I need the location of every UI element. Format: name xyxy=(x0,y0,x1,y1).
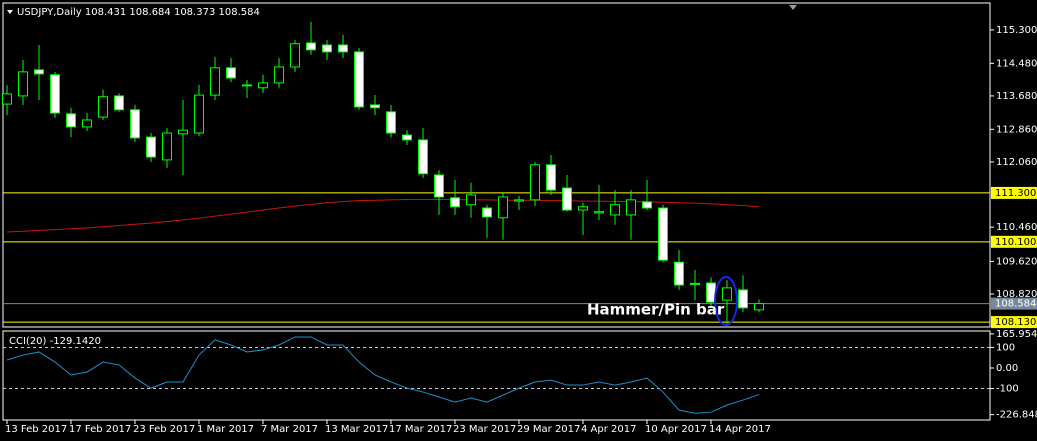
y-tick-label: 110.460 xyxy=(996,222,1037,233)
x-tick-label: 13 Mar 2017 xyxy=(325,424,388,435)
x-tick-label: 17 Mar 2017 xyxy=(389,424,452,435)
main-frame xyxy=(2,2,991,328)
candle-body xyxy=(114,95,124,111)
y-tick-label: 112.060 xyxy=(996,157,1037,168)
x-tick-label: 1 Mar 2017 xyxy=(197,424,254,435)
candle-body xyxy=(226,67,236,79)
menu-arrow xyxy=(7,10,13,14)
candle-body xyxy=(34,69,44,75)
candle-body xyxy=(338,44,348,53)
candle-body xyxy=(594,211,604,214)
candle-body xyxy=(402,134,412,141)
candle-body xyxy=(66,113,76,128)
shift-marker xyxy=(789,5,797,10)
y-tick-label: 100 xyxy=(996,342,1015,353)
candle-body xyxy=(546,164,556,191)
candle-body xyxy=(18,71,28,97)
level-label: 108.584 xyxy=(995,299,1036,310)
candle-body xyxy=(386,111,396,134)
level-box xyxy=(991,297,1037,310)
candle-body xyxy=(98,96,108,118)
highlight-ellipse xyxy=(714,276,738,326)
candle-body xyxy=(482,207,492,218)
y-tick-label: 0.00 xyxy=(996,363,1018,374)
candle-body xyxy=(194,94,204,134)
candle-body xyxy=(738,289,748,309)
level-box xyxy=(991,316,1037,329)
candle-body xyxy=(466,194,476,206)
candle-body xyxy=(562,187,572,211)
candle-body xyxy=(242,84,252,87)
candle-body xyxy=(690,282,700,285)
candle-body xyxy=(274,66,284,84)
candle-body xyxy=(434,174,444,198)
candle-body xyxy=(50,74,60,114)
level-box xyxy=(991,186,1037,199)
x-tick-label: 23 Mar 2017 xyxy=(453,424,516,435)
candle-body xyxy=(450,197,460,208)
candle-body xyxy=(306,42,316,51)
candle-body xyxy=(2,93,12,105)
y-tick-label: 165.9545 xyxy=(996,329,1037,340)
level-label: 108.130 xyxy=(995,317,1036,328)
x-tick-label: 17 Feb 2017 xyxy=(69,424,131,435)
candle-body xyxy=(658,207,668,261)
candle-body xyxy=(578,206,588,211)
candle-body xyxy=(674,261,684,286)
level-label: 110.100 xyxy=(995,237,1036,248)
annotation: Hammer/Pin bar xyxy=(587,301,725,319)
candle-body xyxy=(178,129,188,135)
candle-body xyxy=(722,287,732,301)
candle-body xyxy=(626,199,636,216)
x-tick-label: 23 Feb 2017 xyxy=(133,424,195,435)
candle-body xyxy=(514,199,524,202)
plot-layer: 115.300 114.480 113.680 112.860 112.060 110.4… xyxy=(2,21,1037,435)
candle-body xyxy=(418,139,428,175)
candle-body xyxy=(610,204,620,216)
candle-body xyxy=(354,51,364,108)
x-tick-label: 7 Mar 2017 xyxy=(261,424,318,435)
candle-body xyxy=(82,119,92,128)
level-box xyxy=(991,235,1037,248)
candle-body xyxy=(162,132,172,161)
y-tick-label: -226.8485 xyxy=(996,410,1037,421)
x-tick-label: 14 Apr 2017 xyxy=(709,424,771,435)
y-tick-label: 115.300 xyxy=(996,25,1037,36)
candle-body xyxy=(370,104,380,109)
cci-line xyxy=(6,336,760,414)
y-tick-label: 109.620 xyxy=(996,256,1037,267)
y-tick-label: 112.860 xyxy=(996,124,1037,135)
candle-body xyxy=(498,196,508,219)
candle-body xyxy=(754,303,764,311)
candle-body xyxy=(530,164,540,201)
candle-body xyxy=(642,201,652,209)
x-tick-label: 4 Apr 2017 xyxy=(581,424,636,435)
y-tick-label: 108.820 xyxy=(996,289,1037,300)
cci-title: CCI(20) -129.1420 xyxy=(9,336,101,347)
y-tick-label: 114.480 xyxy=(996,58,1037,69)
candle-body xyxy=(290,43,300,68)
y-tick-label: -100 xyxy=(996,384,1019,395)
candle-body xyxy=(146,136,156,158)
x-tick-label: 13 Feb 2017 xyxy=(5,424,67,435)
x-tick-label: 29 Mar 2017 xyxy=(517,424,580,435)
chart-title: USDJPY,Daily 108.431 108.684 108.373 108… xyxy=(17,7,260,18)
y-tick-label: 113.680 xyxy=(996,91,1037,102)
level-label: 111.300 xyxy=(995,188,1036,199)
x-tick-label: 10 Apr 2017 xyxy=(645,424,707,435)
candle-body xyxy=(258,82,268,89)
candle-body xyxy=(322,44,332,53)
cci-frame xyxy=(2,330,991,421)
candle-body xyxy=(130,109,140,139)
candle-body xyxy=(210,67,220,96)
